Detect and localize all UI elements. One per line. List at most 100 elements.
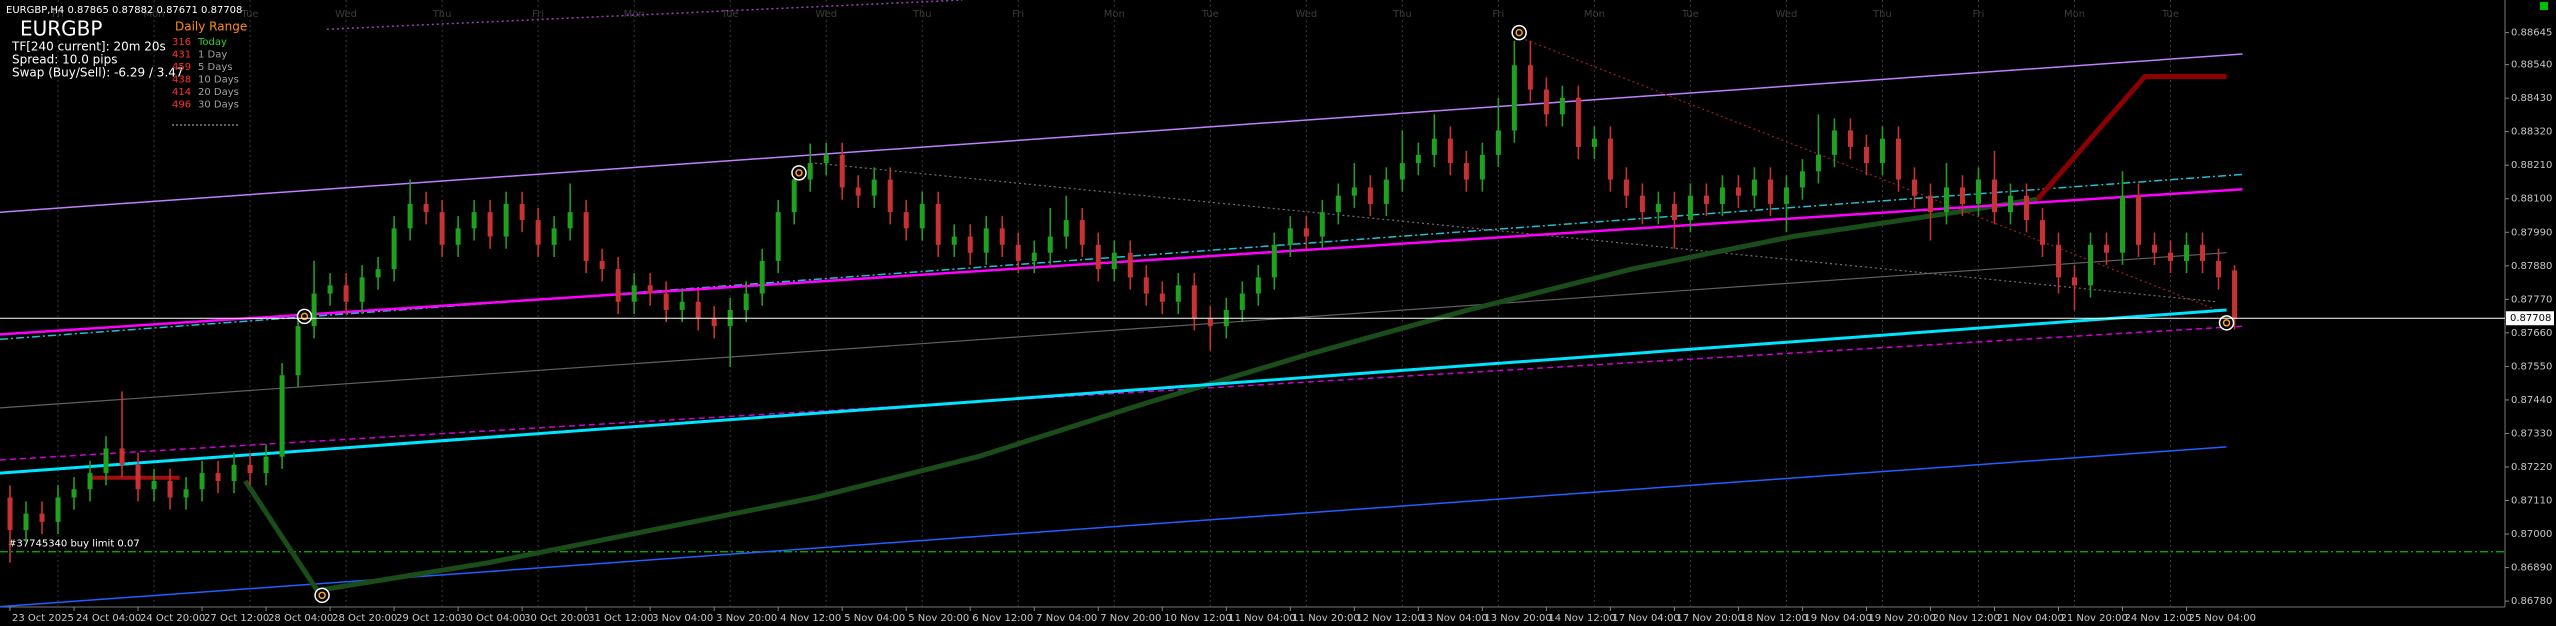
- x-tick-label: 3 Nov 04:00: [652, 613, 713, 624]
- candle: [2071, 265, 2077, 311]
- range-period: Today: [197, 37, 227, 48]
- candle: [1735, 175, 1741, 208]
- range-period: 1 Day: [198, 50, 227, 61]
- signal-marker-ring: [2218, 315, 2235, 331]
- candle-body: [1783, 187, 1789, 204]
- candle-body: [1879, 138, 1885, 164]
- candle-body: [1447, 138, 1453, 164]
- candle-body: [1959, 187, 1965, 204]
- candle: [7, 485, 13, 563]
- candle-body: [2088, 244, 2094, 286]
- candle: [887, 167, 893, 225]
- y-tick-label: 0.88210: [2511, 160, 2552, 171]
- x-tick-label: 4 Nov 12:00: [780, 613, 841, 624]
- signal-marker: [296, 308, 313, 325]
- candle-body: [1831, 130, 1837, 155]
- signal-marker-dot: [1515, 28, 1523, 37]
- indicator-line: [0, 252, 2227, 409]
- candle: [39, 501, 45, 535]
- candle-body: [1863, 146, 1869, 164]
- candle: [439, 199, 445, 257]
- y-tick-label: 0.87550: [2511, 361, 2552, 372]
- day-label: Wed: [815, 9, 837, 20]
- x-tick-label: 14 Nov 12:00: [1548, 613, 1615, 624]
- candle: [951, 224, 957, 257]
- x-tick-label: 5 Nov 04:00: [844, 613, 905, 624]
- candle-body: [23, 513, 29, 531]
- quote-line: EURGBP,H4 0.87865 0.87882 0.87671 0.8770…: [6, 5, 242, 16]
- signal-marker-dot: [300, 312, 309, 321]
- candle: [1607, 126, 1613, 192]
- candle-body: [647, 285, 653, 294]
- x-tick-label: 5 Nov 20:00: [908, 613, 969, 624]
- candle: [1911, 167, 1917, 208]
- candle-body: [983, 228, 989, 253]
- y-tick-label: 0.87330: [2511, 428, 2552, 439]
- candle: [263, 444, 269, 486]
- candle-body: [1399, 163, 1405, 180]
- candle-body: [1687, 195, 1693, 221]
- y-tick-label: 0.87770: [2511, 294, 2552, 305]
- x-tick-label: 28 Oct 04:00: [268, 613, 333, 624]
- candle: [1799, 159, 1805, 200]
- candle: [1863, 134, 1869, 176]
- candle-body: [1911, 179, 1917, 196]
- candle-body: [71, 489, 77, 498]
- indicator-line: [243, 196, 2039, 594]
- candle-body: [775, 212, 781, 261]
- candle-body: [1527, 65, 1533, 90]
- symbol-title: EURGBP: [20, 17, 102, 41]
- candle-body: [167, 481, 173, 498]
- y-tick-label: 0.87880: [2511, 261, 2552, 272]
- candle: [2023, 183, 2029, 233]
- candle: [903, 199, 909, 241]
- candle: [1895, 126, 1901, 192]
- candle: [1383, 167, 1389, 217]
- candle: [695, 289, 701, 331]
- candle-body: [1383, 179, 1389, 204]
- candle-body: [1639, 195, 1645, 213]
- candle-body: [7, 497, 13, 531]
- candle: [1767, 167, 1773, 217]
- candle-body: [1367, 187, 1373, 204]
- candle: [983, 216, 989, 265]
- candle-body: [1031, 252, 1037, 261]
- candle-body: [503, 203, 509, 237]
- candle-body: [279, 375, 285, 457]
- candle: [87, 460, 93, 502]
- candle-body: [871, 179, 877, 196]
- candle: [231, 452, 237, 494]
- candle-body: [839, 154, 845, 188]
- candle: [679, 289, 685, 323]
- candle: [343, 273, 349, 314]
- connection-indicator: [2540, 2, 2548, 10]
- candle: [871, 167, 877, 208]
- candle: [183, 477, 189, 510]
- candle-body: [951, 236, 957, 245]
- candle: [1399, 130, 1405, 192]
- candle: [711, 306, 717, 339]
- day-label: Fri: [1492, 9, 1504, 20]
- x-tick-label: 13 Nov 04:00: [1420, 613, 1487, 624]
- candle: [151, 468, 157, 502]
- candle-body: [935, 203, 941, 245]
- x-tick-label: 6 Nov 12:00: [972, 613, 1033, 624]
- candle-body: [391, 228, 397, 270]
- candle: [1351, 163, 1357, 208]
- x-tick-label: 30 Oct 04:00: [460, 613, 525, 624]
- candle: [1543, 77, 1549, 127]
- candle-body: [1591, 138, 1597, 147]
- candle-body: [2200, 244, 2206, 261]
- y-tick-label: 0.87990: [2511, 227, 2552, 238]
- candle-body: [2184, 244, 2190, 261]
- candle: [1207, 306, 1213, 351]
- x-tick-label: 3 Nov 20:00: [716, 613, 777, 624]
- candle-body: [1335, 195, 1341, 213]
- candle: [1511, 40, 1517, 143]
- candle-body: [295, 326, 301, 376]
- candle: [2152, 232, 2158, 265]
- candle-body: [1975, 179, 1981, 204]
- x-tick-label: 25 Nov 04:00: [2189, 613, 2256, 624]
- candle: [1463, 150, 1469, 192]
- candle-body: [615, 269, 621, 302]
